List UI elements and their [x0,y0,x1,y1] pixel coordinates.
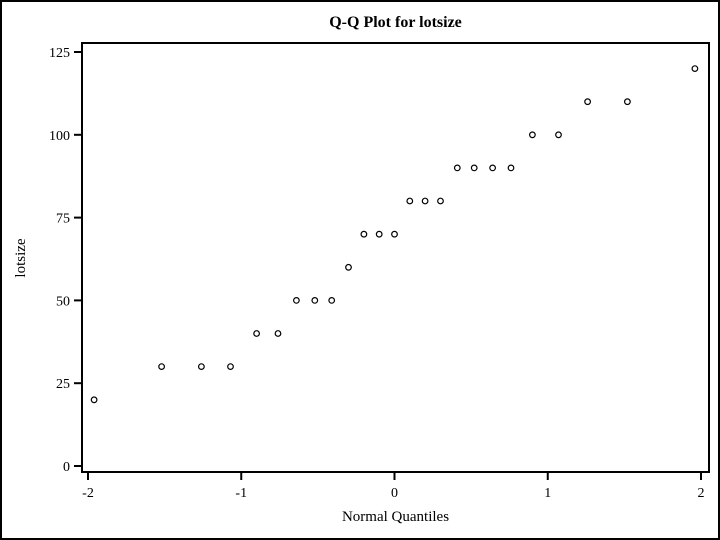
y-tick-label: 75 [56,212,70,227]
data-point [421,197,429,205]
data-point [691,65,699,72]
data-point [391,230,398,238]
data-point [360,230,368,238]
chart-title: Q-Q Plot for lotsize [329,14,462,31]
y-tick-label: 100 [49,129,70,144]
data-point [158,363,166,371]
data-point [489,164,497,172]
data-point [624,98,631,106]
data-point [274,330,282,337]
y-tick-label: 25 [56,377,70,392]
x-axis-label: Normal Quantiles [341,509,450,525]
data-point [328,297,336,304]
data-point [507,164,515,172]
x-tick-label: 0 [391,486,398,501]
x-tick-label: 2 [698,486,705,501]
plot-frame [81,42,710,473]
data-point [345,263,352,271]
y-tick-label: 125 [49,46,70,61]
data-point [197,363,205,371]
data-point [470,164,478,172]
data-point [584,98,591,106]
x-tick-label: -1 [235,486,247,501]
data-point [375,230,383,238]
data-point [529,131,536,139]
y-axis-label: lotsize [13,238,29,278]
data-point [293,297,300,304]
data-point [227,363,234,371]
y-tick-label: 50 [56,294,70,309]
data-point [437,197,444,205]
y-tick-label: 0 [63,460,70,475]
data-point [253,330,261,337]
data-point [90,396,98,404]
x-tick-label: 1 [544,486,551,501]
data-point [406,197,414,205]
data-point [311,297,319,304]
x-tick-label: -2 [82,486,94,501]
data-point [555,131,562,139]
data-point [453,164,461,172]
